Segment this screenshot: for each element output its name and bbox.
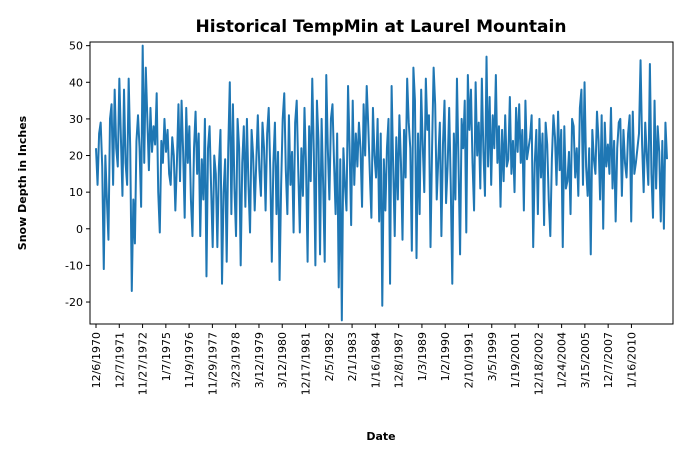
y-tick-label: 30 — [69, 113, 83, 126]
x-tick-label: 11/29/1977 — [206, 332, 219, 395]
x-tick-label: 1/2/1990 — [439, 332, 452, 381]
x-tick-label: 1/24/2004 — [556, 332, 569, 388]
x-tick-label: 3/12/1979 — [253, 332, 266, 388]
x-tick-label: 1/16/1984 — [369, 332, 382, 388]
x-axis-label: Date — [366, 430, 395, 443]
y-tick-label: 0 — [76, 223, 83, 236]
plot-area — [89, 41, 674, 325]
x-axis: 12/6/1970 12/7/1971 11/27/1972 1/7/1975 11/9… — [90, 324, 638, 395]
x-tick-label: 11/27/1972 — [137, 332, 150, 395]
x-tick-label: 1/16/2010 — [625, 332, 638, 388]
x-tick-label: 12/17/1981 — [300, 332, 313, 395]
y-tick-label: 40 — [69, 76, 83, 89]
x-tick-label: 2/5/1982 — [323, 332, 336, 381]
x-tick-label: 11/9/1976 — [183, 332, 196, 388]
x-tick-label: 12/7/1971 — [113, 332, 126, 388]
x-tick-label: 3/23/1978 — [230, 332, 243, 388]
series-line — [95, 44, 668, 322]
y-axis-label: Snow Depth in Inches — [16, 115, 29, 250]
x-tick-label: 12/7/2007 — [602, 332, 615, 388]
x-tick-label: 3/5/1999 — [486, 332, 499, 381]
y-tick-label: 10 — [69, 186, 83, 199]
x-tick-label: 12/6/1970 — [90, 332, 103, 388]
y-tick-label: -10 — [65, 259, 83, 272]
x-tick-label: 3/15/2005 — [579, 332, 592, 388]
y-axis: -20 -10 0 10 20 30 40 50 — [65, 40, 90, 309]
x-tick-label: 3/12/1980 — [276, 332, 289, 388]
y-tick-label: 50 — [69, 40, 83, 53]
x-tick-label: 1/3/1989 — [416, 332, 429, 381]
x-tick-label: 12/18/2002 — [532, 332, 545, 395]
chart-title: Historical TempMin at Laurel Mountain — [196, 17, 567, 37]
x-tick-label: 2/10/1991 — [462, 332, 475, 388]
x-tick-label: 12/8/1987 — [393, 332, 406, 388]
x-tick-label: 2/1/1983 — [346, 332, 359, 381]
plot-frame — [89, 41, 674, 325]
y-tick-label: 20 — [69, 150, 83, 163]
y-tick-label: -20 — [65, 296, 83, 309]
x-tick-label: 1/7/1975 — [160, 332, 173, 381]
x-tick-label: 1/19/2001 — [509, 332, 522, 388]
